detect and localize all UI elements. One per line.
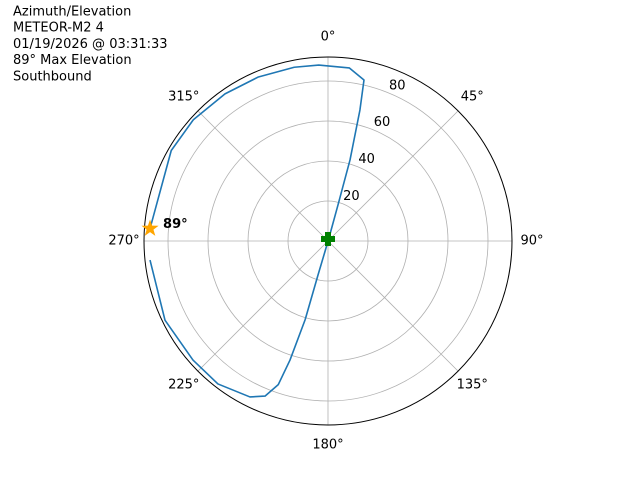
theta-tick-label: 45° (461, 89, 484, 104)
theta-tick-label: 315° (168, 89, 199, 104)
angular-grid-line (197, 240, 329, 372)
angular-grid-line (197, 110, 329, 242)
theta-tick-label: 135° (457, 378, 488, 393)
start-marker (141, 219, 159, 236)
plot-frame (143, 56, 513, 426)
r-tick-label: 20 (343, 189, 360, 204)
angular-grid-line (327, 110, 459, 242)
r-tick-label: 60 (374, 115, 391, 130)
title-line: 89° Max Elevation (13, 53, 132, 68)
theta-tick-label: 180° (312, 438, 343, 453)
center-marker (321, 232, 335, 246)
theta-tick-label: 225° (168, 378, 199, 393)
title-line: METEOR-M2 4 (13, 21, 104, 36)
title-line: Southbound (13, 69, 92, 84)
title-line: Azimuth/Elevation (13, 5, 131, 20)
r-tick-label: 80 (389, 78, 406, 93)
theta-tick-label: 90° (520, 234, 543, 249)
theta-tick-label: 270° (108, 234, 139, 249)
title-line: 01/19/2026 @ 03:31:33 (13, 37, 168, 52)
annotation: 89° (163, 217, 188, 232)
theta-tick-label: 0° (321, 30, 336, 45)
angular-grid-line (327, 240, 459, 372)
trajectory-line (149, 64, 365, 398)
r-tick-label: 40 (358, 152, 375, 167)
